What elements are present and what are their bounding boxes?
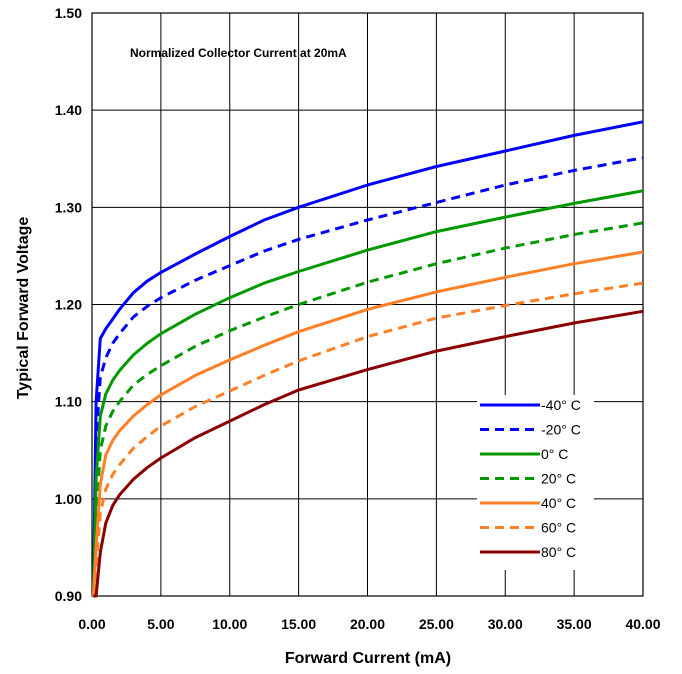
x-tick-label: 0.00 <box>78 616 105 632</box>
y-axis-ticks: 0.90 1.00 1.10 1.20 1.30 1.40 1.50 <box>55 5 82 604</box>
x-tick-label: 15.00 <box>281 616 316 632</box>
x-tick-label: 10.00 <box>212 616 247 632</box>
x-tick-label: 30.00 <box>488 616 523 632</box>
y-tick-label: 1.20 <box>55 297 82 313</box>
x-tick-label: 5.00 <box>147 616 174 632</box>
series-line-4 <box>91 250 644 597</box>
series-line-0 <box>91 120 644 597</box>
x-axis-title: Forward Current (mA) <box>285 650 451 667</box>
y-tick-label: 1.00 <box>55 491 82 507</box>
legend-label: -40° C <box>541 397 581 413</box>
x-tick-label: 35.00 <box>557 616 592 632</box>
x-tick-label: 20.00 <box>350 616 385 632</box>
y-tick-label: 1.40 <box>55 102 82 118</box>
y-tick-label: 1.30 <box>55 199 82 215</box>
legend-label: 0° C <box>541 446 568 462</box>
legend-label: -20° C <box>541 422 581 438</box>
legend-background <box>477 395 594 570</box>
series-line-6 <box>93 309 644 598</box>
series-line-2 <box>91 189 644 597</box>
y-tick-label: 1.50 <box>55 5 82 21</box>
legend: -40° C -20° C 0° C 20° C 40° C 60° C 80° C <box>477 395 594 570</box>
legend-label: 60° C <box>541 520 576 536</box>
legend-label: 40° C <box>541 495 576 511</box>
series-line-3 <box>91 221 644 597</box>
x-tick-label: 25.00 <box>419 616 454 632</box>
series-line-5 <box>91 281 644 597</box>
plot-area-frame <box>91 12 644 597</box>
x-axis-ticks: 0.00 5.00 10.00 15.00 20.00 25.00 30.00 35.00 40… <box>78 616 660 632</box>
chart-annotation: Normalized Collector Current at 20mA <box>130 46 347 60</box>
x-tick-label: 40.00 <box>625 616 660 632</box>
y-tick-label: 0.90 <box>55 588 82 604</box>
y-tick-label: 1.10 <box>55 394 82 410</box>
y-axis-title: Typical Forward Voltage <box>15 217 32 400</box>
legend-label: 80° C <box>541 544 576 560</box>
legend-label: 20° C <box>541 471 576 487</box>
series-lines <box>91 120 644 598</box>
